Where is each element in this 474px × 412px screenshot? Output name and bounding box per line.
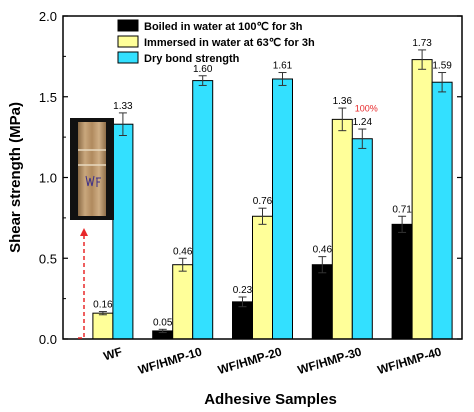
x-tick-label: WF [102, 344, 124, 363]
bar [311, 264, 333, 340]
data-label: 0.71 [392, 204, 412, 215]
bar [411, 59, 433, 340]
legend: Boiled in water at 100℃ for 3h Immersed i… [117, 19, 315, 65]
x-tick-labels: WF WF/HMP-10 WF/HMP-20 WF/HMP-30 WF/HMP-40 [102, 344, 443, 377]
bar [391, 223, 413, 340]
y-tick-label: 0.0 [39, 332, 57, 347]
data-label: 0.23 [233, 285, 253, 296]
plot-frame [62, 15, 463, 340]
legend-swatch [117, 51, 139, 64]
bar [92, 312, 114, 340]
data-label: 1.61 [273, 61, 293, 72]
data-label: 0.05 [153, 317, 173, 328]
data-label: 0.46 [173, 246, 193, 257]
data-label: 1.36 [333, 96, 353, 107]
plot-area: 0.16 1.33 0.05 0.46 1.60 0.23 0.76 1.61 0.46 1.36… [62, 15, 463, 340]
data-label: 0.46 [313, 245, 333, 256]
bar [192, 80, 214, 340]
data-label: 1.33 [113, 101, 133, 112]
legend-label: Immersed in water at 63℃ for 3h [144, 37, 315, 49]
bar [272, 78, 293, 340]
data-label: 0.16 [93, 300, 113, 311]
y-axis-label: Shear strength (MPa) [7, 102, 24, 253]
x-tick-label: WF/HMP-40 [376, 344, 444, 377]
y-tick-labels: 0.0 0.5 1.0 1.5 2.0 [39, 9, 57, 347]
data-label: 1.60 [193, 64, 213, 75]
wood-specimen-photo-icon [70, 118, 114, 339]
bar [112, 123, 134, 340]
data-label: 1.73 [412, 38, 432, 49]
x-tick-label: WF/HMP-20 [216, 344, 284, 377]
bar [172, 264, 194, 340]
y-tick-label: 0.5 [39, 251, 57, 266]
legend-label: Dry bond strength [144, 53, 240, 65]
x-tick-label: WF/HMP-30 [296, 344, 364, 377]
bar [351, 138, 373, 340]
x-tick-label: WF/HMP-10 [136, 344, 204, 377]
legend-label: Boiled in water at 100℃ for 3h [144, 21, 303, 33]
x-axis-label: Adhesive Samples [204, 391, 337, 408]
bar [232, 301, 253, 340]
y-tick-label: 1.5 [39, 90, 57, 105]
bar [431, 81, 453, 340]
bars-group [92, 59, 453, 340]
y-tick-label: 1.0 [39, 171, 57, 186]
y-tick-label: 2.0 [39, 9, 57, 24]
red-dashed-arrow-icon [78, 234, 85, 339]
bar [252, 215, 273, 340]
data-labels-group: 0.16 1.33 0.05 0.46 1.60 0.23 0.76 1.61 0.46 1.36… [93, 38, 452, 328]
data-label: 1.24 [353, 117, 373, 128]
legend-swatch [117, 19, 139, 32]
bar [331, 118, 353, 340]
legend-swatch [117, 35, 139, 48]
data-label: 1.59 [432, 61, 452, 72]
error-bars-group [98, 49, 447, 334]
annotation-100-percent: 100% [355, 103, 378, 113]
data-label: 0.76 [253, 196, 273, 207]
